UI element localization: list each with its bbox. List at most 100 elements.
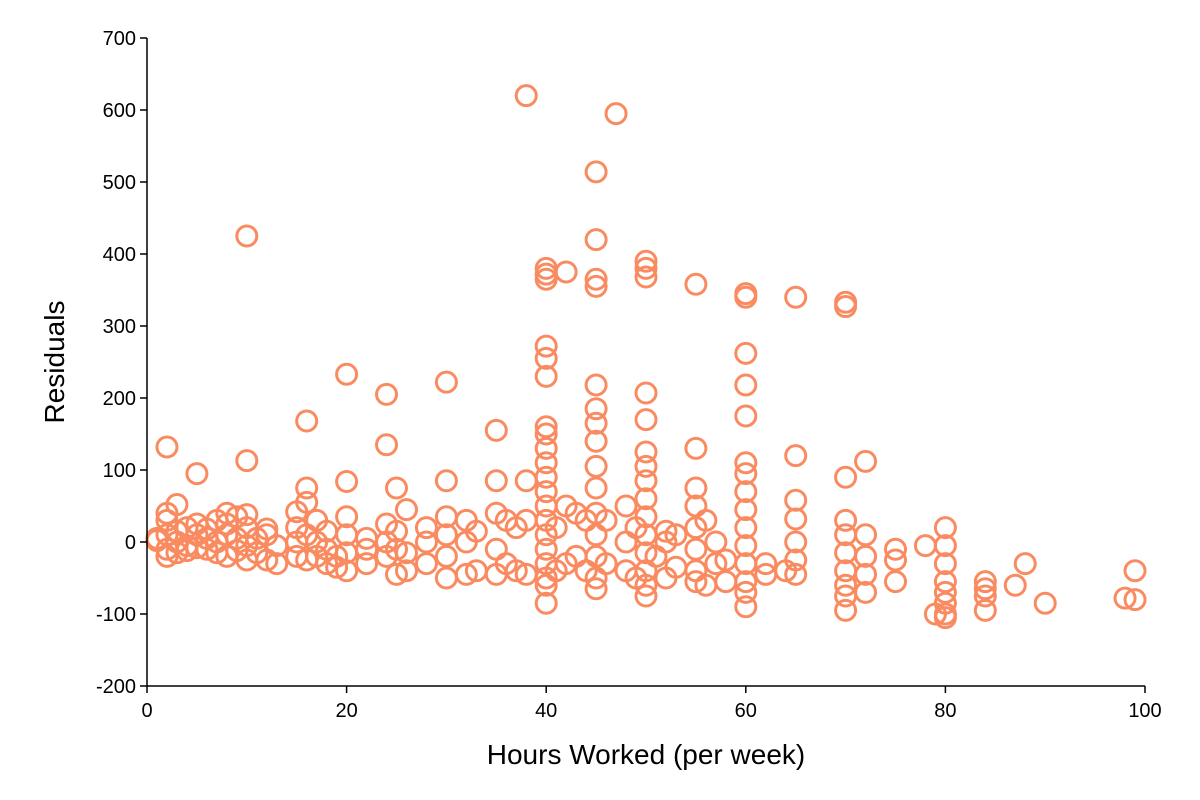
x-tick-label: 80 — [934, 700, 956, 722]
data-point — [165, 493, 189, 517]
data-point — [185, 462, 209, 486]
x-ticks: 0 20 40 60 80 100 — [141, 686, 1162, 722]
data-point — [734, 373, 758, 397]
data-point — [534, 537, 558, 561]
data-point — [1123, 559, 1147, 583]
data-point — [554, 260, 578, 284]
data-point — [973, 584, 997, 608]
x-tick-label: 0 — [141, 700, 152, 722]
data-point — [1013, 552, 1037, 576]
data-point — [834, 465, 858, 489]
data-point — [534, 364, 558, 388]
data-point — [534, 415, 558, 439]
data-point — [434, 566, 458, 590]
y-tick-label: 700 — [103, 28, 136, 50]
data-point — [664, 523, 688, 547]
data-point — [534, 267, 558, 291]
data-point — [634, 265, 658, 289]
axes-layer — [146, 38, 1145, 687]
data-point — [355, 537, 379, 561]
data-point — [295, 409, 319, 433]
data-point — [933, 516, 957, 540]
data-point — [784, 488, 808, 512]
data-point — [734, 480, 758, 504]
data-point — [634, 408, 658, 432]
y-tick-label: 600 — [103, 100, 136, 122]
data-point — [694, 508, 718, 532]
data-point — [1003, 573, 1027, 597]
data-point — [484, 537, 508, 561]
data-point — [684, 570, 708, 594]
data-point — [784, 444, 808, 468]
data-point — [584, 228, 608, 252]
data-point — [734, 498, 758, 522]
data-point — [933, 606, 957, 630]
data-point — [684, 272, 708, 296]
data-point — [734, 404, 758, 428]
data-point — [854, 544, 878, 568]
data-point — [434, 523, 458, 547]
data-point — [255, 517, 279, 541]
data-point — [1113, 586, 1137, 610]
y-tick-label: 0 — [125, 532, 136, 554]
data-point — [534, 465, 558, 489]
y-tick-label: 200 — [103, 388, 136, 410]
data-point — [734, 534, 758, 558]
data-point — [634, 573, 658, 597]
data-point — [704, 530, 728, 554]
x-tick-label: 20 — [335, 700, 357, 722]
data-point — [614, 530, 638, 554]
data-point — [375, 433, 399, 457]
data-point — [784, 530, 808, 554]
data-point — [385, 519, 408, 543]
data-point — [355, 552, 379, 576]
y-tick-label: 300 — [103, 316, 136, 338]
data-point — [504, 559, 528, 583]
data-point — [414, 530, 438, 554]
data-point — [584, 267, 608, 291]
y-tick-label: 500 — [103, 172, 136, 194]
data-point — [414, 552, 438, 576]
data-point — [933, 552, 957, 576]
data-point — [534, 422, 558, 446]
data-point — [854, 523, 878, 547]
data-point — [584, 160, 608, 184]
data-point — [734, 285, 758, 309]
data-point — [834, 573, 858, 597]
data-point — [734, 570, 758, 594]
data-point — [634, 440, 658, 464]
data-point — [215, 523, 239, 547]
data-point — [684, 476, 708, 500]
data-point — [754, 552, 778, 576]
data-point — [385, 537, 408, 561]
data-point — [584, 411, 608, 435]
data-point — [534, 591, 558, 615]
data-point — [394, 498, 418, 522]
data-point — [594, 552, 618, 576]
y-tick-label: 100 — [103, 460, 136, 482]
data-point — [634, 454, 658, 478]
data-point — [654, 519, 678, 543]
data-point — [584, 274, 608, 298]
data-point — [854, 449, 878, 473]
data-point — [973, 570, 997, 594]
data-point — [734, 516, 758, 540]
data-point — [933, 534, 957, 558]
data-point — [684, 436, 708, 460]
data-point — [235, 449, 259, 473]
data-point — [385, 476, 408, 500]
data-point — [834, 508, 858, 532]
data-point — [784, 548, 808, 572]
data-point — [604, 102, 628, 126]
data-point — [973, 577, 997, 601]
data-point — [584, 523, 608, 547]
data-point — [884, 570, 907, 594]
data-point — [484, 418, 508, 442]
data-point — [155, 435, 179, 459]
x-axis-title: Hours Worked (per week) — [487, 739, 805, 770]
data-point — [464, 519, 488, 543]
data-point — [634, 256, 658, 280]
data-point — [514, 84, 538, 108]
x-tick-label: 60 — [735, 700, 757, 722]
data-point — [434, 370, 458, 394]
